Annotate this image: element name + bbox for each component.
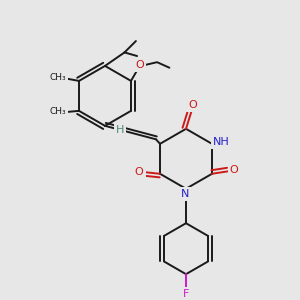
Text: N: N — [181, 189, 190, 199]
Text: CH₃: CH₃ — [50, 107, 66, 116]
Text: H: H — [116, 124, 124, 135]
Text: O: O — [188, 100, 197, 110]
Text: O: O — [136, 60, 144, 70]
Text: O: O — [230, 166, 239, 176]
Text: NH: NH — [213, 137, 230, 147]
Text: F: F — [183, 289, 189, 298]
Text: O: O — [135, 167, 143, 177]
Text: CH₃: CH₃ — [49, 73, 66, 82]
